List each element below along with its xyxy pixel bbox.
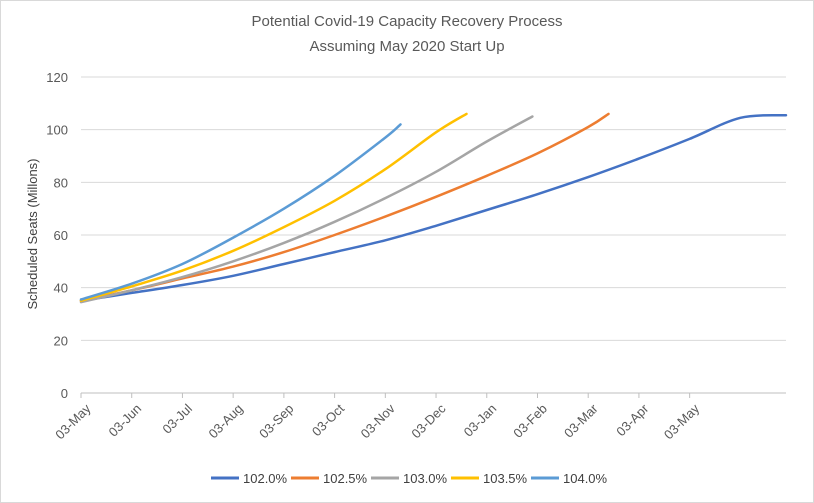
legend: 102.0% 102.5% 103.0% 103.5% 104.0% — [211, 471, 608, 486]
x-tick-label: 03-Dec — [408, 401, 449, 442]
series-line-103.5% — [79, 112, 468, 303]
chart-title-line-2: Assuming May 2020 Start Up — [309, 38, 504, 55]
x-tick-label: 03-Jul — [159, 401, 195, 437]
x-tick-label: 03-Apr — [613, 400, 652, 439]
legend-item-102.0%: 102.0% — [211, 471, 288, 486]
series-lines — [79, 112, 788, 304]
gridlines — [81, 76, 786, 341]
x-tick-label: 03-Sep — [256, 401, 296, 441]
y-tick-label: 0 — [61, 386, 68, 401]
x-tick-label: 03-May — [52, 401, 94, 443]
x-tick-label: 03-Feb — [510, 401, 550, 441]
legend-label: 104.0% — [563, 471, 608, 486]
chart-title-line-1: Potential Covid-19 Capacity Recovery Pro… — [252, 13, 563, 30]
legend-item-104.0%: 104.0% — [531, 471, 608, 486]
x-tick-label: 03-Jun — [106, 401, 145, 440]
y-axis-label: Scheduled Seats (Millons) — [25, 158, 40, 309]
y-tick-label: 60 — [54, 228, 68, 243]
y-tick-label: 40 — [54, 281, 68, 296]
x-tick-label: 03-Mar — [561, 400, 601, 440]
legend-item-103.5%: 103.5% — [451, 471, 528, 486]
y-tick-label: 120 — [46, 70, 68, 85]
y-tick-label: 100 — [46, 123, 68, 138]
x-tick-label: 03-Nov — [358, 401, 399, 442]
x-tick-label: 03-Oct — [309, 401, 347, 439]
x-tick-label: 03-Aug — [205, 401, 245, 441]
axes: 0 20 40 60 80 100 120 03-May 03-Jun 03-Jul 03-Aug 0… — [46, 70, 786, 442]
y-tick-label: 20 — [54, 333, 68, 348]
legend-label: 102.0% — [243, 471, 288, 486]
y-tick-label: 80 — [54, 175, 68, 190]
legend-label: 102.5% — [323, 471, 368, 486]
series-line-103.0% — [79, 115, 534, 304]
legend-label: 103.0% — [403, 471, 448, 486]
series-line-102.0% — [79, 113, 788, 303]
legend-item-103.0%: 103.0% — [371, 471, 448, 486]
series-line-104.0% — [79, 123, 402, 301]
legend-item-102.5%: 102.5% — [291, 471, 368, 486]
x-tick-label: 03-May — [661, 401, 703, 443]
legend-label: 103.5% — [483, 471, 528, 486]
x-tick-label: 03-Jan — [461, 401, 500, 440]
